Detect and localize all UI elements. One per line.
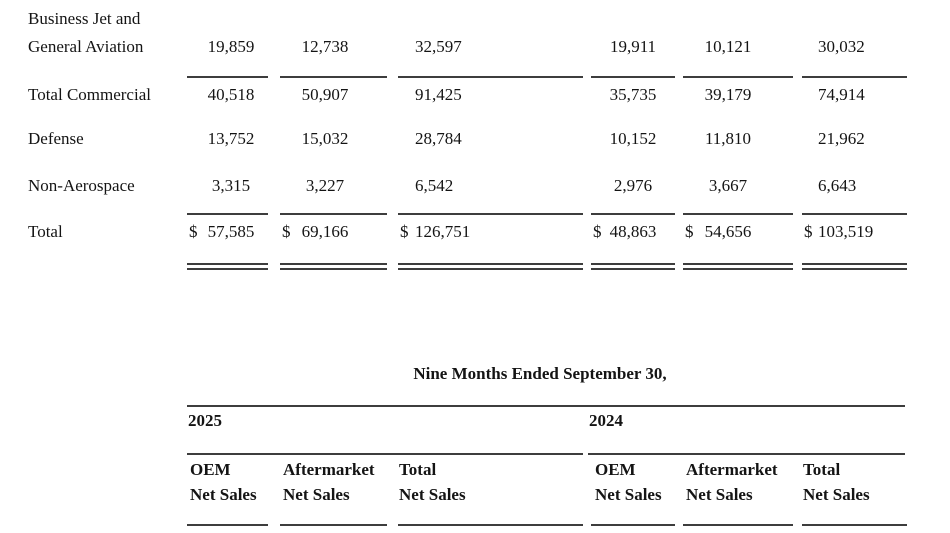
value-total-2025-oem: $ 57,585: [187, 222, 275, 242]
amount: 54,656: [704, 222, 752, 241]
header-line1: Total: [399, 460, 437, 479]
table-rule: [187, 453, 583, 455]
value-bizjet-2024-oem: 19,911: [609, 37, 657, 56]
header-line2: Net Sales: [803, 485, 870, 504]
value-commercial-2024-aftermarket: 39,179: [704, 85, 752, 104]
value-nonaero-2024-aftermarket: 3,667: [708, 176, 748, 195]
dollar-sign: $: [189, 222, 198, 241]
table-rule: [802, 76, 907, 78]
value-bizjet-2025-aftermarket: 12,738: [301, 37, 349, 56]
header-2025-oem-net-sales: OEM Net Sales: [190, 457, 257, 507]
header-line1: Aftermarket: [686, 460, 778, 479]
year-2024: 2024: [589, 411, 623, 430]
header-line2: Net Sales: [595, 485, 662, 504]
table-rule: [588, 453, 905, 455]
amount: 69,166: [301, 222, 349, 241]
table-rule: [280, 524, 387, 526]
table-rule: [398, 76, 583, 78]
table-rule: [398, 213, 583, 215]
table-rule: [280, 213, 387, 215]
value-defense-2024-oem: 10,152: [609, 129, 657, 148]
header-2025-aftermarket-net-sales: Aftermarket Net Sales: [283, 457, 375, 507]
value-nonaero-2024-oem: 2,976: [613, 176, 653, 195]
double-rule: [187, 263, 268, 270]
value-bizjet-2025-total: 32,597: [415, 37, 462, 56]
row-label-non-aerospace: Non-Aerospace: [28, 176, 135, 195]
value-commercial-2025-total: 91,425: [415, 85, 462, 104]
value-commercial-2025-aftermarket: 50,907: [301, 85, 349, 104]
table-rule: [683, 213, 793, 215]
value-bizjet-2024-total: 30,032: [818, 37, 865, 56]
row-label-line2: General Aviation: [28, 37, 144, 56]
dollar-sign: $: [400, 222, 409, 241]
row-label-business-jet-general-aviation: Business Jet and General Aviation: [28, 5, 143, 61]
header-line1: OEM: [190, 460, 231, 479]
amount: 48,863: [609, 222, 657, 241]
header-line2: Net Sales: [283, 485, 350, 504]
value-total-2025-aftermarket: $ 69,166: [280, 222, 370, 242]
header-line1: Total: [803, 460, 841, 479]
table-rule: [683, 76, 793, 78]
table-rule: [187, 76, 268, 78]
table-rule: [187, 524, 268, 526]
header-line2: Net Sales: [399, 485, 466, 504]
dollar-sign: $: [685, 222, 694, 241]
value-commercial-2025-oem: 40,518: [207, 85, 255, 104]
amount: 126,751: [415, 222, 471, 241]
double-rule: [280, 263, 387, 270]
value-commercial-2024-oem: 35,735: [609, 85, 657, 104]
double-rule: [591, 263, 675, 270]
table-rule: [802, 213, 907, 215]
value-nonaero-2025-aftermarket: 3,227: [305, 176, 345, 195]
value-total-2024-oem: $ 48,863: [591, 222, 675, 242]
header-2025-total-net-sales: Total Net Sales: [399, 457, 466, 507]
header-2024-oem-net-sales: OEM Net Sales: [595, 457, 662, 507]
dollar-sign: $: [804, 222, 813, 241]
value-bizjet-2024-aftermarket: 10,121: [704, 37, 752, 56]
table-rule: [591, 76, 675, 78]
header-2024-total-net-sales: Total Net Sales: [803, 457, 870, 507]
table-rule: [187, 405, 905, 407]
dollar-sign: $: [593, 222, 602, 241]
row-label-defense: Defense: [28, 129, 84, 148]
header-line1: Aftermarket: [283, 460, 375, 479]
value-commercial-2024-total: 74,914: [818, 85, 865, 104]
value-defense-2025-total: 28,784: [415, 129, 462, 148]
value-nonaero-2025-total: 6,542: [415, 176, 454, 195]
table-rule: [802, 524, 907, 526]
table-rule: [187, 213, 268, 215]
row-label-total-commercial: Total Commercial: [28, 85, 151, 104]
year-2025: 2025: [188, 411, 222, 430]
value-total-2024-aftermarket: $ 54,656: [683, 222, 773, 242]
table-rule: [591, 213, 675, 215]
value-nonaero-2025-oem: 3,315: [211, 176, 251, 195]
header-2024-aftermarket-net-sales: Aftermarket Net Sales: [686, 457, 778, 507]
table-rule: [280, 76, 387, 78]
double-rule: [398, 263, 583, 270]
header-line2: Net Sales: [190, 485, 257, 504]
period-title: Nine Months Ended September 30,: [413, 364, 667, 383]
amount: 103,519: [818, 222, 874, 241]
table-rule: [398, 524, 583, 526]
value-nonaero-2024-total: 6,643: [818, 176, 857, 195]
value-bizjet-2025-oem: 19,859: [207, 37, 255, 56]
row-label-line1: Business Jet and: [28, 9, 141, 28]
amount: 57,585: [207, 222, 255, 241]
double-rule: [683, 263, 793, 270]
dollar-sign: $: [282, 222, 291, 241]
value-defense-2025-oem: 13,752: [207, 129, 255, 148]
value-total-2025-total: $ 126,751: [398, 222, 583, 242]
header-line2: Net Sales: [686, 485, 753, 504]
value-defense-2024-aftermarket: 11,810: [704, 129, 752, 148]
table-rule: [591, 524, 675, 526]
header-line1: OEM: [595, 460, 636, 479]
table-rule: [683, 524, 793, 526]
value-defense-2025-aftermarket: 15,032: [301, 129, 349, 148]
double-rule: [802, 263, 907, 270]
value-defense-2024-total: 21,962: [818, 129, 865, 148]
row-label-total: Total: [28, 222, 63, 241]
value-total-2024-total: $ 103,519: [802, 222, 907, 242]
